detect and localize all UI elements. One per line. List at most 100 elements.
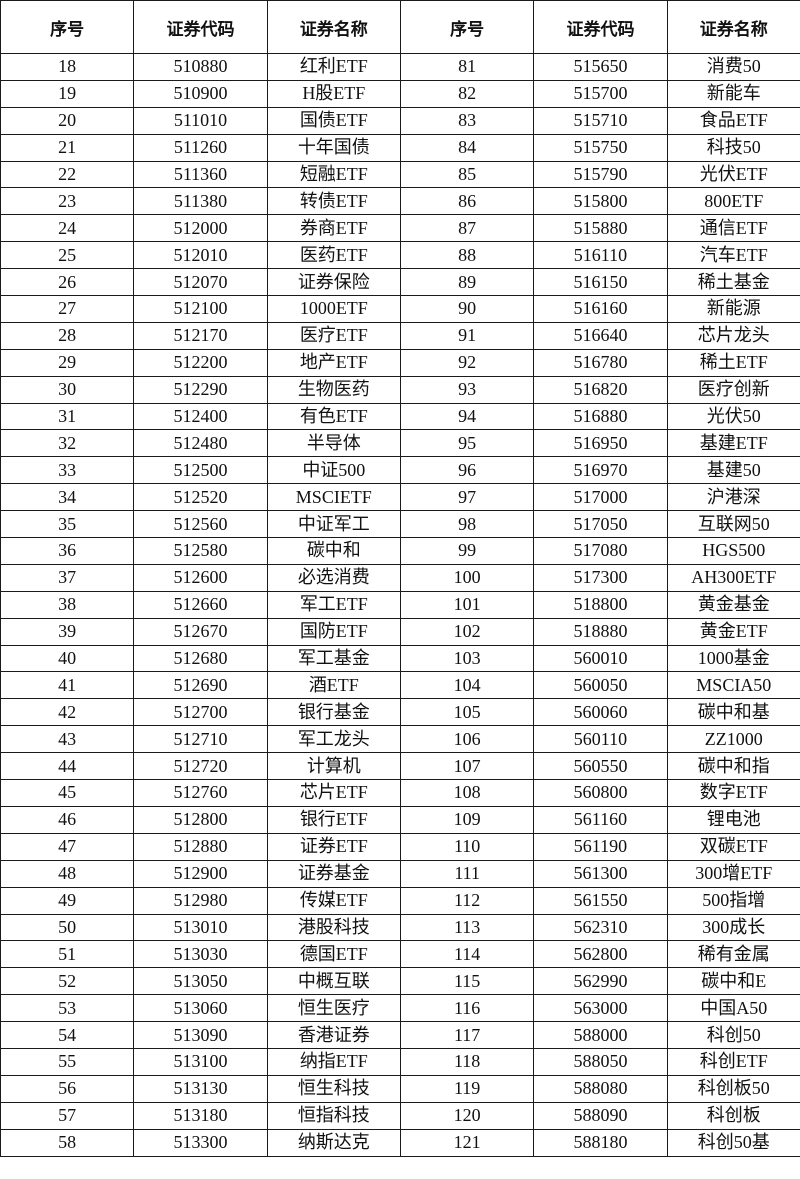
cell-seq-right: 91 — [399, 321, 535, 350]
cell-seq-left: 27 — [0, 295, 135, 323]
cell-seq-right: 81 — [399, 53, 535, 81]
cell-seq-right: 110 — [399, 832, 535, 861]
cell-name-right: 沪港深 — [666, 483, 800, 512]
cell-seq-right: 96 — [399, 456, 535, 485]
cell-seq-right: 101 — [399, 590, 535, 619]
cell-name-right: 数字ETF — [666, 779, 800, 807]
cell-code-left: 512980 — [133, 886, 268, 915]
table-row: 30 512290 生物医药 93 516820 医疗创新 — [0, 375, 800, 404]
cell-name-left: 地产ETF — [266, 348, 401, 377]
cell-code-right: 516970 — [533, 456, 668, 485]
cell-name-right: 科创ETF — [666, 1047, 800, 1076]
cell-code-right: 561190 — [533, 832, 668, 861]
cell-seq-right: 88 — [399, 241, 535, 270]
cell-name-right: 稀土基金 — [666, 268, 800, 297]
cell-code-left: 512480 — [133, 429, 268, 458]
table-row: 22 511360 短融ETF 85 515790 光伏ETF — [0, 160, 800, 189]
cell-name-right: 1000基金 — [666, 644, 800, 673]
cell-code-right: 516950 — [533, 429, 668, 458]
cell-name-right: 消费50 — [666, 53, 800, 81]
cell-name-left: 传媒ETF — [266, 886, 401, 915]
cell-code-right: 560010 — [533, 644, 668, 673]
table-row: 18 510880 红利ETF 81 515650 消费50 — [0, 53, 800, 81]
cell-seq-right: 119 — [399, 1074, 535, 1103]
cell-seq-left: 43 — [0, 725, 135, 754]
table-row: 27 512100 1000ETF 90 516160 新能源 — [0, 295, 800, 323]
cell-code-right: 516160 — [533, 295, 668, 323]
cell-name-right: 黄金基金 — [666, 590, 800, 619]
cell-seq-left: 21 — [0, 133, 135, 162]
cell-name-right: 双碳ETF — [666, 832, 800, 861]
cell-name-left: 国债ETF — [266, 106, 401, 135]
cell-code-right: 562800 — [533, 940, 668, 969]
cell-name-right: HGS500 — [666, 537, 800, 565]
cell-seq-right: 103 — [399, 644, 535, 673]
cell-code-left: 510900 — [133, 79, 268, 108]
cell-code-left: 512070 — [133, 268, 268, 297]
header-name-right: 证券名称 — [666, 0, 800, 54]
cell-name-left: 中证军工 — [266, 510, 401, 539]
cell-code-left: 512580 — [133, 537, 268, 565]
cell-name-right: 科技50 — [666, 133, 800, 162]
cell-name-right: 黄金ETF — [666, 617, 800, 646]
cell-code-right: 515750 — [533, 133, 668, 162]
header-seq-right: 序号 — [399, 0, 535, 54]
cell-seq-right: 114 — [399, 940, 535, 969]
cell-name-left: 券商ETF — [266, 214, 401, 243]
cell-seq-left: 45 — [0, 779, 135, 807]
cell-seq-right: 107 — [399, 752, 535, 781]
cell-name-right: 基建50 — [666, 456, 800, 485]
cell-code-right: 517300 — [533, 563, 668, 592]
cell-name-left: 医药ETF — [266, 241, 401, 270]
cell-code-left: 512290 — [133, 375, 268, 404]
cell-name-left: 红利ETF — [266, 53, 401, 81]
cell-name-left: 恒生医疗 — [266, 994, 401, 1023]
table-row: 42 512700 银行基金 105 560060 碳中和基 — [0, 698, 800, 727]
cell-code-right: 518880 — [533, 617, 668, 646]
cell-seq-left: 54 — [0, 1021, 135, 1049]
cell-seq-left: 50 — [0, 913, 135, 942]
cell-name-left: 证券ETF — [266, 832, 401, 861]
cell-seq-right: 116 — [399, 994, 535, 1023]
cell-code-left: 512600 — [133, 563, 268, 592]
cell-seq-right: 104 — [399, 671, 535, 700]
cell-name-right: ZZ1000 — [666, 725, 800, 754]
cell-name-right: 新能车 — [666, 79, 800, 108]
cell-name-left: 香港证券 — [266, 1021, 401, 1049]
table-row: 29 512200 地产ETF 92 516780 稀土ETF — [0, 348, 800, 377]
cell-seq-left: 58 — [0, 1128, 135, 1157]
cell-code-right: 561160 — [533, 805, 668, 834]
cell-seq-left: 56 — [0, 1074, 135, 1103]
cell-seq-right: 99 — [399, 537, 535, 565]
table-row: 35 512560 中证军工 98 517050 互联网50 — [0, 510, 800, 539]
cell-name-left: 军工ETF — [266, 590, 401, 619]
cell-code-right: 563000 — [533, 994, 668, 1023]
cell-code-right: 588000 — [533, 1021, 668, 1049]
header-name-left: 证券名称 — [266, 0, 401, 54]
cell-name-left: 半导体 — [266, 429, 401, 458]
cell-code-left: 512760 — [133, 779, 268, 807]
table-row: 37 512600 必选消费 100 517300 AH300ETF — [0, 563, 800, 592]
cell-code-right: 588090 — [533, 1101, 668, 1130]
cell-name-left: 港股科技 — [266, 913, 401, 942]
cell-seq-left: 41 — [0, 671, 135, 700]
table-row: 41 512690 酒ETF 104 560050 MSCIA50 — [0, 671, 800, 700]
cell-seq-left: 22 — [0, 160, 135, 189]
cell-code-left: 512670 — [133, 617, 268, 646]
cell-seq-left: 31 — [0, 402, 135, 431]
cell-seq-right: 106 — [399, 725, 535, 754]
cell-code-right: 517080 — [533, 537, 668, 565]
cell-code-right: 562990 — [533, 967, 668, 996]
cell-code-left: 512010 — [133, 241, 268, 270]
cell-seq-left: 51 — [0, 940, 135, 969]
cell-name-left: 军工龙头 — [266, 725, 401, 754]
cell-name-left: 碳中和 — [266, 537, 401, 565]
cell-code-left: 512100 — [133, 295, 268, 323]
cell-name-left: 中概互联 — [266, 967, 401, 996]
table-row: 53 513060 恒生医疗 116 563000 中国A50 — [0, 994, 800, 1023]
cell-seq-left: 38 — [0, 590, 135, 619]
cell-seq-left: 55 — [0, 1047, 135, 1076]
cell-name-left: 中证500 — [266, 456, 401, 485]
cell-seq-right: 94 — [399, 402, 535, 431]
cell-code-right: 560550 — [533, 752, 668, 781]
